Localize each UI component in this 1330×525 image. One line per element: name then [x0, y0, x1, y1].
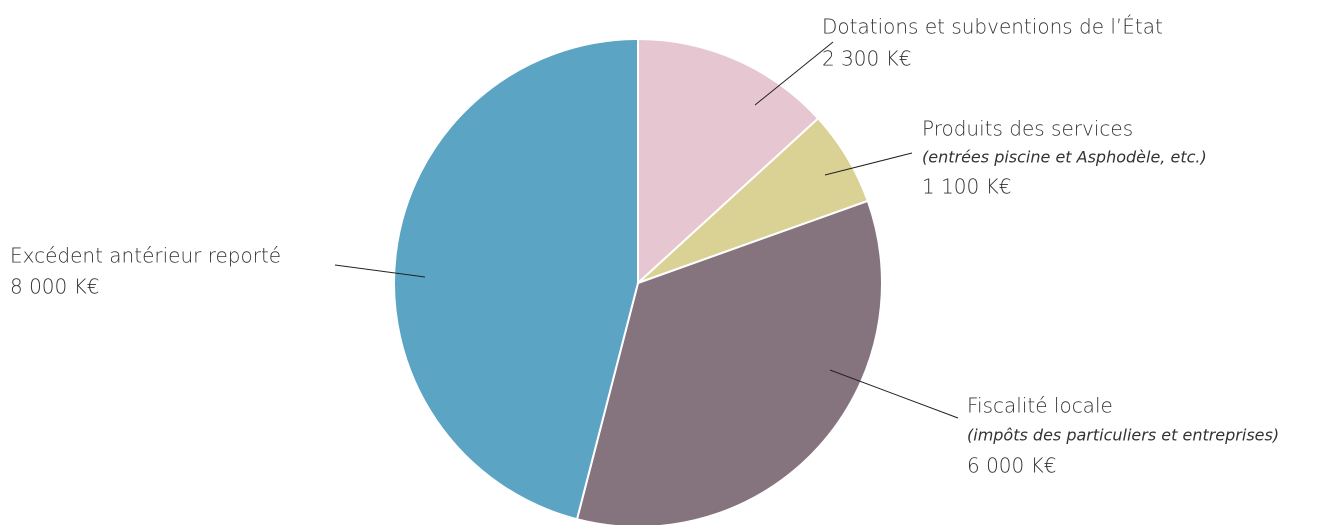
slice-value: 6 000 K€: [967, 454, 1056, 478]
slice-label: Produits des services: [922, 117, 1133, 141]
pie-slice: [393, 37, 639, 521]
leader-line: [829, 369, 959, 419]
slice-note: (entrées piscine et Asphodèle, etc.): [922, 148, 1207, 167]
pie-slice: [575, 199, 883, 525]
pie-slice: [637, 37, 820, 286]
slice-value: 2 300 K€: [822, 47, 911, 71]
slice-label: Fiscalité locale: [967, 394, 1113, 418]
slice-label: Excédent antérieur reporté: [10, 244, 281, 268]
leader-line: [824, 152, 913, 176]
slice-note: (impôts des particuliers et entreprises): [967, 426, 1279, 445]
slice-label: Dotations et subventions de l’État: [822, 15, 1163, 39]
leader-line: [754, 41, 834, 106]
slice-value: 1 100 K€: [922, 175, 1011, 199]
slice-value: 8 000 K€: [10, 275, 99, 299]
leader-line: [334, 264, 426, 278]
